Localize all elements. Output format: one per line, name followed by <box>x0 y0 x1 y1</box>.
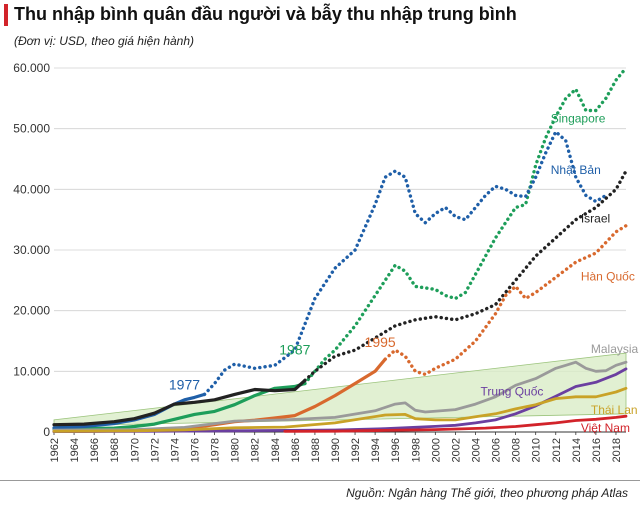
x-tick-label: 2002 <box>450 438 462 462</box>
series-label-singapore: Singapore <box>551 112 606 126</box>
series-label-israel: Israel <box>581 212 610 226</box>
x-tick-label: 1988 <box>310 438 322 462</box>
x-tick-label: 2018 <box>611 438 623 462</box>
x-tick-label: 2000 <box>430 438 442 462</box>
y-tick-label: 10.000 <box>13 364 50 378</box>
x-tick-label: 1962 <box>49 438 61 462</box>
series-line-thailand <box>52 386 628 433</box>
x-tick-label: 2006 <box>491 438 503 462</box>
series-label-china: Trung Quốc <box>480 385 543 399</box>
x-tick-label: 2008 <box>511 438 523 462</box>
series-line-vietnam <box>283 414 628 433</box>
series-label-vietnam: Việt Nam <box>581 421 630 435</box>
x-tick-label: 1978 <box>210 438 222 462</box>
x-tick-label: 2004 <box>470 438 482 462</box>
series-label-korea: Hàn Quốc <box>581 269 635 283</box>
y-tick-label: 30.000 <box>13 243 50 257</box>
annotation-year: 1977 <box>169 377 200 393</box>
x-tick-label: 1966 <box>89 438 101 462</box>
x-tick-label: 1972 <box>149 438 161 462</box>
bottom-rule <box>0 480 640 481</box>
x-tick-label: 1964 <box>69 438 81 462</box>
x-tick-label: 1986 <box>290 438 302 462</box>
series-label-malaysia: Malaysia <box>591 342 639 356</box>
x-tick-label: 1974 <box>169 438 181 462</box>
x-tick-label: 1990 <box>330 438 342 462</box>
annotation-year: 1987 <box>279 341 310 357</box>
source-note: Nguồn: Ngân hàng Thế giới, theo phương p… <box>346 486 628 500</box>
y-tick-label: 50.000 <box>13 122 50 136</box>
x-tick-label: 2010 <box>531 438 543 462</box>
x-tick-label: 1996 <box>390 438 402 462</box>
series-dotted-japan <box>202 130 608 397</box>
x-tick-label: 2014 <box>571 438 583 462</box>
x-tick-label: 2016 <box>591 438 603 462</box>
x-tick-label: 1976 <box>189 438 201 462</box>
title-accent <box>4 4 8 26</box>
x-tick-label: 1992 <box>350 438 362 462</box>
title-bar: Thu nhập bình quân đầu người và bẫy thu … <box>0 0 640 30</box>
x-tick-label: 1968 <box>109 438 121 462</box>
middle-income-band <box>53 352 627 427</box>
x-tick-label: 2012 <box>551 438 563 462</box>
series-line-singapore <box>52 381 307 431</box>
x-tick-label: 1970 <box>129 438 141 462</box>
x-tick-label: 1984 <box>270 438 282 462</box>
series-dotted-korea <box>383 224 628 377</box>
y-tick-label: 60.000 <box>13 61 50 75</box>
x-tick-label: 1982 <box>250 438 262 462</box>
y-tick-label: 20.000 <box>13 304 50 318</box>
x-tick-label: 1980 <box>230 438 242 462</box>
series-dotted-israel <box>303 169 628 383</box>
y-tick-label: 0 <box>43 425 50 439</box>
annotation-year: 1995 <box>365 334 396 350</box>
series-line-malaysia <box>52 360 628 432</box>
series-dotted-singapore <box>303 66 628 386</box>
unit-note: (Đơn vị: USD, theo giá hiện hành) <box>14 34 195 48</box>
y-tick-label: 40.000 <box>13 182 50 196</box>
chart-title: Thu nhập bình quân đầu người và bẫy thu … <box>14 4 517 24</box>
series-line-israel <box>52 378 307 427</box>
series-label-japan: Nhật Bản <box>551 163 601 177</box>
series-label-thailand: Thái Lan <box>591 403 638 417</box>
line-chart: 0 10.000 20.000 30.000 40.000 50.000 60.000 196… <box>13 61 639 462</box>
x-tick-label: 1998 <box>410 438 422 462</box>
x-tick-label: 1994 <box>370 438 382 462</box>
